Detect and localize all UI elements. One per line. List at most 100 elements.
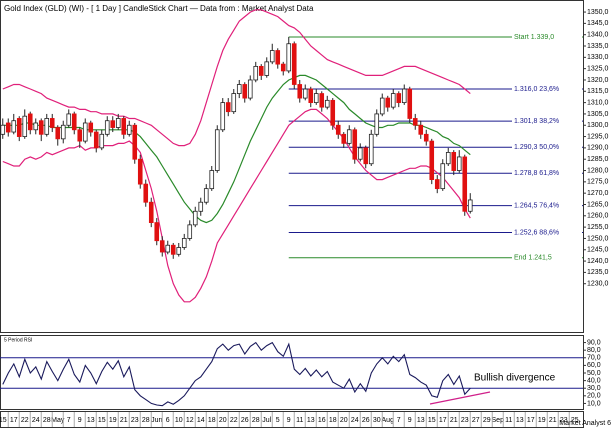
candle-body — [429, 140, 435, 180]
candle-body — [192, 210, 198, 226]
candle-body — [209, 170, 215, 190]
candle-body — [379, 97, 385, 115]
candle-body — [412, 118, 418, 126]
candle-body — [176, 247, 182, 255]
candle-body — [16, 118, 22, 137]
candle-body — [236, 84, 242, 94]
x-tick-label: 26 — [362, 417, 370, 424]
candle-body — [313, 93, 319, 104]
y-tick-label: 80,0 — [587, 347, 601, 354]
indicator-line — [2, 74, 471, 224]
x-tick-label: Aug — [382, 417, 395, 424]
x-tick-label: 25 — [571, 417, 579, 424]
candle-body — [66, 113, 72, 126]
candle-body — [126, 124, 132, 135]
candle-body — [27, 113, 33, 131]
candle-body — [93, 131, 99, 149]
y-tick-label: 1245,0 — [587, 247, 609, 254]
x-tick-label: 7 — [397, 417, 401, 424]
candle-body — [38, 120, 44, 135]
x-tick-label: 13 — [516, 417, 524, 424]
x-tick-label: 11 — [505, 417, 512, 424]
candle-body — [203, 188, 209, 203]
y-tick-label: 1250,0 — [587, 235, 609, 242]
candle-body — [401, 88, 407, 104]
x-tick-label: 15 — [98, 417, 106, 424]
x-tick-label: 21 — [120, 417, 128, 424]
x-tick-label: Sep — [492, 417, 505, 424]
y-tick-label: 1335,0 — [587, 43, 609, 50]
candle-body — [346, 129, 352, 144]
candle-body — [390, 93, 396, 108]
y-tick-label: 1255,0 — [587, 224, 609, 231]
y-tick-label: 1350,0 — [587, 9, 609, 16]
candle-body — [423, 133, 429, 142]
candle-body — [214, 129, 220, 171]
x-tick-label: 30 — [373, 417, 381, 424]
candle-body — [170, 244, 176, 255]
x-tick-label: 21 — [450, 417, 458, 424]
x-tick-label: 17 — [527, 417, 535, 424]
x-tick-label: 20 — [340, 417, 348, 424]
candle-body — [308, 88, 314, 104]
x-tick-label: May — [51, 417, 65, 424]
candle-body — [330, 99, 336, 126]
y-tick-label: 1260,0 — [587, 213, 609, 220]
candle-body — [445, 152, 451, 165]
fib-label: 1.264,5 76,4% — [514, 202, 559, 209]
y-tick-label: 90,0 — [587, 339, 601, 346]
x-tick-label: 13 — [417, 417, 425, 424]
candle-body — [44, 118, 50, 135]
x-tick-label: 28 — [43, 417, 51, 424]
x-tick-label: 20 — [219, 417, 227, 424]
x-tick-label: 9 — [78, 417, 82, 424]
y-tick-label: 1345,0 — [587, 20, 609, 27]
x-tick-label: 22 — [21, 417, 29, 424]
candle-body — [280, 63, 286, 72]
candle-body — [456, 156, 462, 171]
candle-body — [440, 163, 446, 190]
y-tick-label: 1310,0 — [587, 99, 609, 106]
y-tick-label: 1285,0 — [587, 156, 609, 163]
candle-body — [132, 124, 138, 160]
y-tick-label: 1315,0 — [587, 88, 609, 95]
candle-body — [33, 122, 39, 131]
candle-body — [407, 88, 413, 119]
x-tick-label: Jun — [151, 417, 162, 424]
candle-body — [165, 244, 171, 253]
x-tick-label: 28 — [142, 417, 150, 424]
candle-body — [71, 113, 77, 131]
candle-body — [297, 84, 303, 99]
candle-body — [104, 120, 110, 135]
indicator-line — [2, 9, 471, 147]
candle-body — [99, 133, 105, 149]
y-tick-label: 30,0 — [587, 385, 601, 392]
x-tick-label: 6 — [166, 417, 170, 424]
x-tick-label: 29 — [483, 417, 491, 424]
fib-label-bg — [512, 228, 582, 237]
candle-body — [231, 93, 237, 113]
candle-body — [22, 115, 28, 137]
chart-title: Gold Index (GLD) (WI) - [ 1 Day ] Candle… — [4, 4, 314, 13]
y-tick-label: 1295,0 — [587, 133, 609, 140]
x-tick-label: 27 — [472, 417, 480, 424]
candle-body — [291, 43, 297, 85]
candle-body — [368, 133, 374, 165]
x-tick-label: 22 — [230, 417, 238, 424]
candle-body — [60, 124, 66, 140]
fib-label-bg — [512, 201, 582, 210]
fib-label-bg — [512, 143, 582, 152]
candle-body — [159, 240, 165, 253]
candle-body — [49, 118, 55, 128]
fib-label: End 1.241,5 — [514, 255, 552, 262]
candle-body — [363, 147, 369, 165]
x-tick-label: 18 — [208, 417, 216, 424]
x-tick-label: 24 — [32, 417, 40, 424]
candle-body — [264, 61, 270, 76]
x-tick-label: 23 — [461, 417, 469, 424]
y-tick-label: 1340,0 — [587, 32, 609, 39]
y-tick-label: 1280,0 — [587, 167, 609, 174]
annotation: Bullish divergence — [474, 373, 556, 384]
y-tick-label: 1330,0 — [587, 54, 609, 61]
